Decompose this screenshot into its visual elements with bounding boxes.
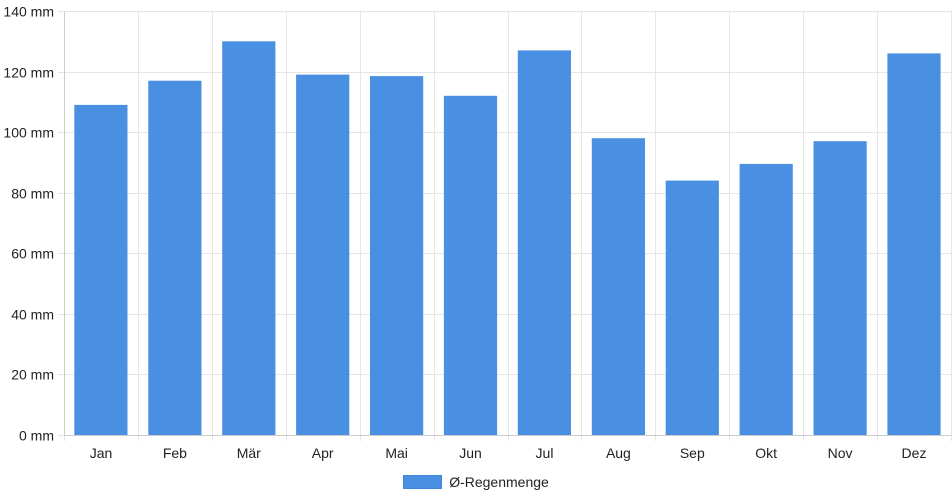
x-tick-label: Mai <box>385 445 408 461</box>
x-tick-label: Feb <box>163 445 187 461</box>
x-axis-ticks: Jan Feb Mär Apr Mai Jun Jul Aug Sep Okt Nov Dez <box>90 445 927 461</box>
y-tick-label: 20 mm <box>11 367 54 383</box>
x-tick-label: Okt <box>755 445 777 461</box>
bar-nov[interactable] <box>813 141 867 435</box>
x-tick-label: Jul <box>536 445 554 461</box>
bar-jan[interactable] <box>74 104 128 436</box>
bar-chart: 0 mm 20 mm 40 mm 60 mm 80 mm 100 mm 120 mm 140 … <box>3 4 952 461</box>
bar-okt[interactable] <box>739 163 793 435</box>
y-tick-label: 0 mm <box>19 428 54 444</box>
x-tick-label: Jan <box>90 445 113 461</box>
y-tick-label: 100 mm <box>3 125 54 141</box>
bar-jun[interactable] <box>443 95 498 436</box>
bar-apr[interactable] <box>296 74 350 435</box>
x-tick-label: Apr <box>312 445 334 461</box>
legend[interactable]: Ø-Regenmenge <box>0 470 952 494</box>
x-tick-label: Aug <box>606 445 631 461</box>
bar-sep[interactable] <box>665 180 719 435</box>
grid-lines <box>58 11 952 441</box>
x-tick-label: Dez <box>902 445 927 461</box>
bar-dez[interactable] <box>887 53 941 436</box>
x-tick-label: Mär <box>237 445 261 461</box>
bars <box>74 41 941 436</box>
y-tick-label: 80 mm <box>11 186 54 202</box>
bar-aug[interactable] <box>591 138 645 435</box>
legend-swatch <box>403 475 443 489</box>
bar-mär[interactable] <box>222 41 276 436</box>
bar-mai[interactable] <box>370 76 424 435</box>
y-tick-label: 140 mm <box>3 4 54 20</box>
legend-label: Ø-Regenmenge <box>449 474 549 490</box>
x-tick-label: Jun <box>459 445 482 461</box>
y-tick-label: 120 mm <box>3 65 54 81</box>
y-tick-label: 60 mm <box>11 246 54 262</box>
x-tick-label: Sep <box>680 445 705 461</box>
x-tick-label: Nov <box>828 445 853 461</box>
bar-jul[interactable] <box>517 50 571 436</box>
bar-feb[interactable] <box>148 80 202 435</box>
y-axis-ticks: 0 mm 20 mm 40 mm 60 mm 80 mm 100 mm 120 mm 140 … <box>3 4 54 444</box>
y-tick-label: 40 mm <box>11 307 54 323</box>
